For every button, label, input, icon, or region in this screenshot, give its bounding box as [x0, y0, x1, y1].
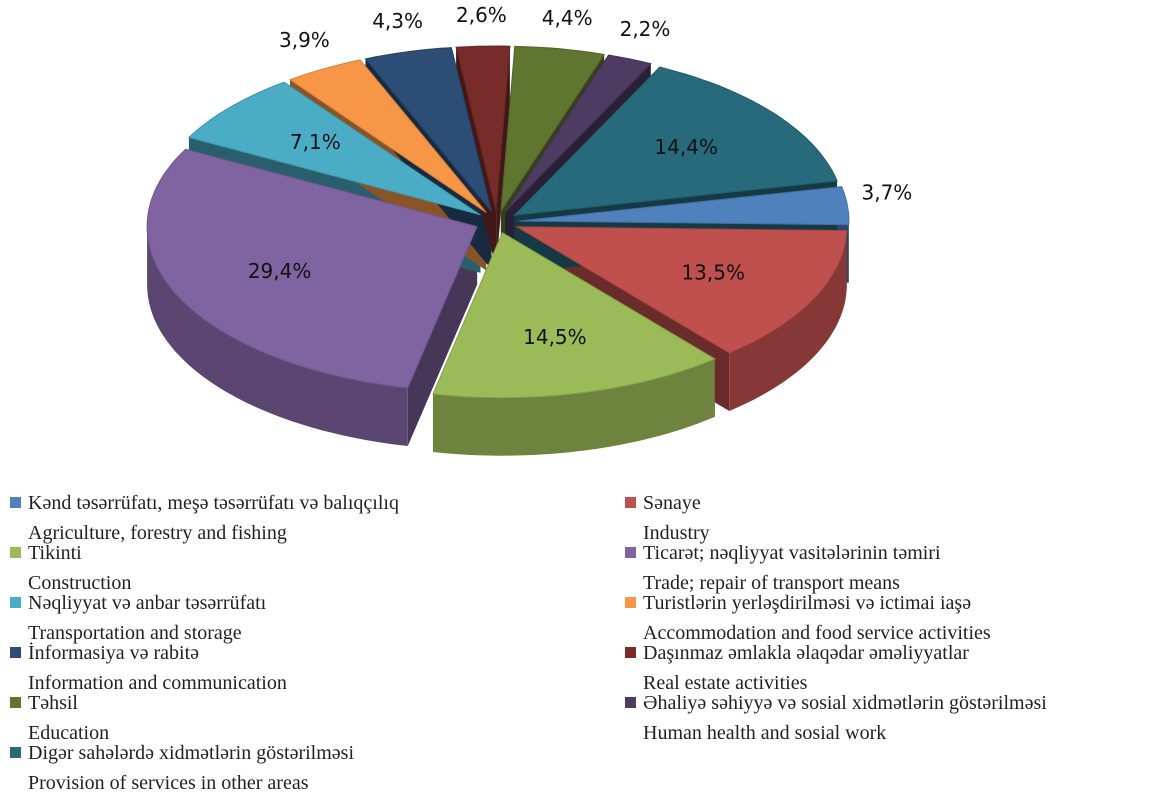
legend-label-en: Information and communication [28, 672, 287, 694]
legend-swatch [625, 697, 636, 708]
legend-label: Əhaliyə səhiyyə və sosial xidmətlərin gö… [643, 692, 1047, 714]
pie-tops [146, 45, 850, 399]
legend-label-en: Trade; repair of transport means [643, 572, 900, 594]
legend: Kənd təsərrüfatı, meşə təsərrüfatı və ba… [10, 492, 1047, 794]
legend-swatch [10, 547, 21, 558]
legend-label-en: Real estate activities [643, 672, 808, 694]
data-label: 4,3% [372, 9, 423, 33]
slice [187, 81, 481, 216]
slice [513, 66, 838, 216]
data-label: 13,5% [681, 260, 745, 284]
legend-swatch [10, 747, 21, 758]
legend-swatch [625, 647, 636, 658]
legend-label: Nəqliyyat və anbar təsərrüfatı [28, 592, 267, 614]
legend-swatch [10, 697, 21, 708]
legend-swatch [10, 497, 21, 508]
legend-label: Daşınmaz əmlakla əlaqədar əməliyyatlar [643, 642, 969, 664]
slice [514, 226, 848, 354]
data-label: 29,4% [248, 259, 312, 283]
legend-swatch [625, 497, 636, 508]
data-label: 3,9% [279, 28, 330, 52]
data-label: 14,5% [523, 325, 587, 349]
legend-label-en: Provision of services in other areas [28, 772, 309, 794]
slice [146, 148, 478, 389]
legend-label: Kənd təsərrüfatı, meşə təsərrüfatı və ba… [28, 492, 399, 514]
slice [455, 45, 511, 212]
legend-swatch [625, 597, 636, 608]
data-label: 7,1% [290, 130, 341, 154]
slice [504, 54, 652, 213]
legend-label-en: Education [28, 722, 109, 744]
legend-label: Ticarət; nəqliyyat vasitələrinin təmiri [643, 542, 941, 564]
legend-swatch [10, 647, 21, 658]
slice [364, 47, 492, 212]
legend-label: Digər sahələrdə xidmətlərin göstərilməsi [28, 742, 354, 764]
legend-label: Tikinti [28, 542, 82, 564]
data-label: 14,4% [654, 135, 718, 159]
slice [288, 59, 487, 213]
data-label: 3,7% [861, 180, 912, 204]
legend-swatch [625, 547, 636, 558]
slice-side [433, 358, 715, 456]
legend-label-en: Accommodation and food service activitie… [643, 622, 991, 644]
data-label: 4,4% [542, 6, 593, 30]
slice [432, 231, 716, 399]
legend-label-en: Agriculture, forestry and fishing [28, 522, 287, 544]
legend-label: İnformasiya və rabitə [28, 641, 199, 664]
legend-label-en: Industry [643, 522, 710, 544]
pie-labels: 3,7% 13,5% 14,5% 29,4% 7,1% 3,9% 4,3% 2,6% 4,4% 2… [248, 3, 912, 349]
legend-label: Sənaye [643, 492, 701, 514]
slice [518, 186, 850, 226]
legend-label: Turistlərin yerləşdirilməsi və ictimai i… [643, 592, 971, 614]
slice [500, 45, 606, 212]
slice-side [147, 226, 408, 446]
legend-label-en: Construction [28, 572, 131, 594]
legend-label-en: Transportation and storage [28, 622, 242, 644]
slice-wall [496, 46, 510, 270]
data-label: 2,6% [456, 3, 507, 27]
data-label: 2,2% [620, 17, 671, 41]
slice-wall [407, 226, 478, 446]
legend-label-en: Human health and sosial work [643, 722, 886, 744]
legend-label: Təhsil [28, 692, 78, 714]
legend-swatch [10, 597, 21, 608]
